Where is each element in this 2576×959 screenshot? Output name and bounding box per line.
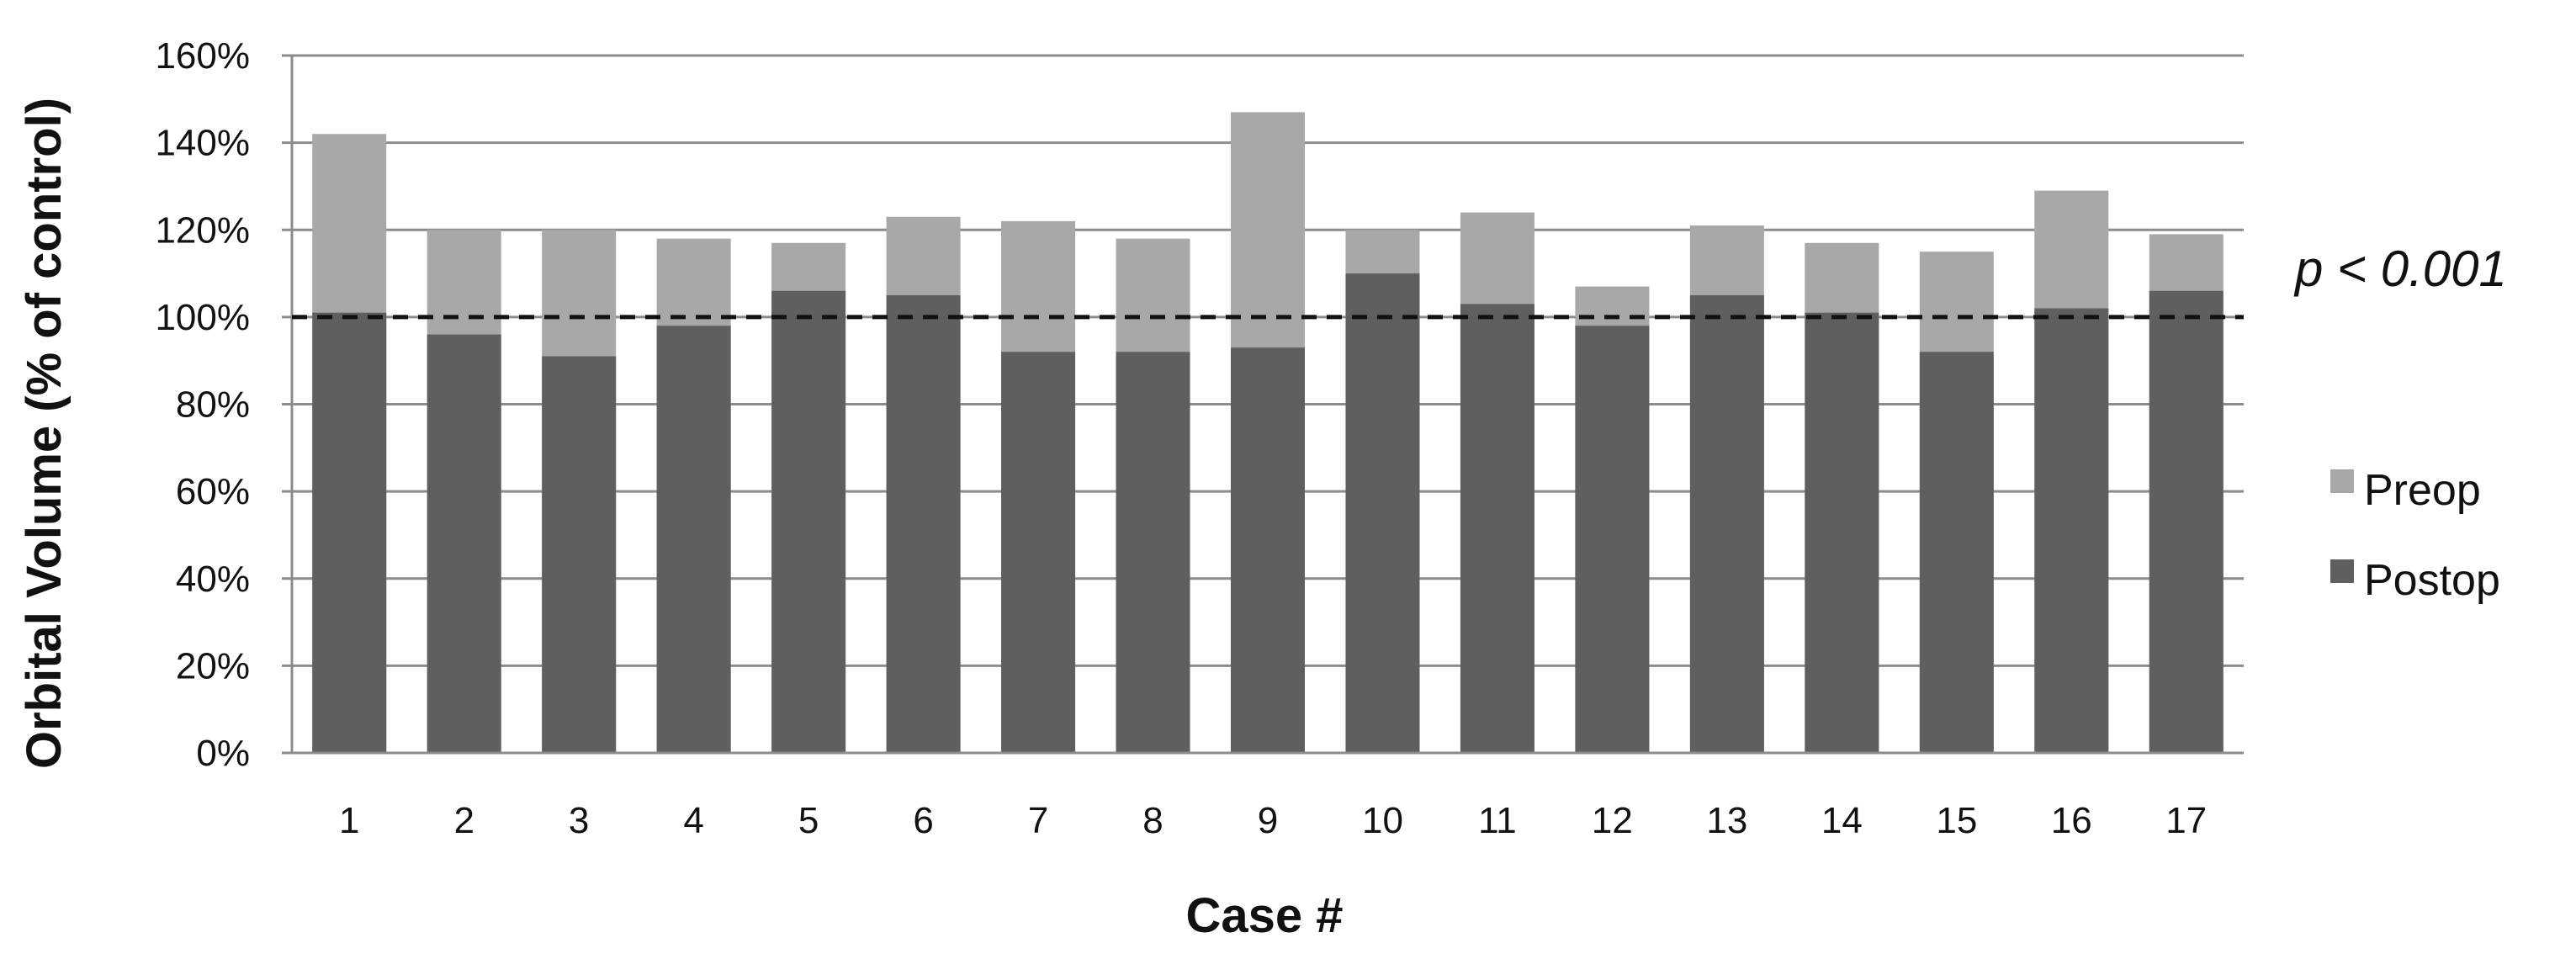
bar-postop-case-10 <box>1345 273 1420 753</box>
y-tick-label: 100% <box>155 297 250 338</box>
y-tick-label: 60% <box>176 471 250 512</box>
bar-postop-case-2 <box>427 334 501 753</box>
significance-annotation: p < 0.001 <box>2293 241 2507 297</box>
x-tick-label: 5 <box>798 800 819 841</box>
bar-postop-case-13 <box>1689 294 1764 753</box>
x-tick-label: 2 <box>453 800 474 841</box>
y-tick-label: 120% <box>155 209 250 251</box>
bar-postop-case-12 <box>1575 326 1650 753</box>
x-axis-title: Case # <box>1185 888 1343 943</box>
x-tick-label: 8 <box>1142 800 1163 841</box>
legend-label-postop: Postop <box>2364 556 2500 605</box>
bar-postop-case-1 <box>312 312 387 754</box>
y-tick-label: 0% <box>196 733 250 774</box>
y-tick-label: 160% <box>155 35 250 77</box>
bar-postop-case-3 <box>542 356 617 753</box>
bar-postop-case-11 <box>1460 304 1534 753</box>
x-tick-label: 7 <box>1028 800 1048 841</box>
x-tick-label: 6 <box>913 800 933 841</box>
x-tick-label: 15 <box>1936 800 1977 841</box>
axes <box>282 54 2244 755</box>
x-tick-labels: 1 2 3 4 5 6 7 8 9 10 11 12 13 14 15 16 17 <box>339 800 2207 841</box>
bar-postop-case-4 <box>656 326 731 753</box>
legend-swatch-preop <box>2330 469 2354 493</box>
bar-postop-case-5 <box>771 290 846 754</box>
x-tick-label: 13 <box>1706 800 1747 841</box>
y-tick-label: 40% <box>176 559 250 600</box>
legend-label-preop: Preop <box>2364 466 2481 515</box>
bar-postop-case-16 <box>2034 308 2109 753</box>
x-tick-label: 4 <box>683 800 703 841</box>
bars <box>312 112 2224 754</box>
bar-postop-case-9 <box>1231 347 1305 753</box>
bar-postop-case-14 <box>1805 312 1879 754</box>
x-tick-label: 12 <box>1592 800 1633 841</box>
bar-postop-case-15 <box>1919 352 1994 753</box>
x-tick-label: 9 <box>1258 800 1278 841</box>
y-tick-label: 20% <box>176 645 250 686</box>
bar-postop-case-17 <box>2149 290 2224 754</box>
x-tick-label: 11 <box>1478 800 1517 841</box>
x-tick-label: 14 <box>1821 800 1863 841</box>
bar-postop-case-6 <box>886 294 961 753</box>
y-tick-label: 80% <box>176 384 250 426</box>
y-tick-labels: 0% 20% 40% 60% 80% 100% 120% 140% 160% <box>155 35 250 774</box>
x-tick-label: 16 <box>2051 800 2092 841</box>
x-tick-label: 17 <box>2165 800 2207 841</box>
bar-postop-case-8 <box>1116 352 1190 753</box>
y-axis-title: Orbital Volume (% of control) <box>17 98 72 769</box>
y-tick-label: 140% <box>155 123 250 164</box>
x-tick-label: 3 <box>569 800 589 841</box>
x-tick-label: 10 <box>1362 800 1403 841</box>
x-tick-label: 1 <box>339 800 359 841</box>
bar-postop-case-7 <box>1001 352 1076 753</box>
legend: Preop Postop <box>2330 466 2500 605</box>
legend-swatch-postop <box>2330 559 2354 583</box>
